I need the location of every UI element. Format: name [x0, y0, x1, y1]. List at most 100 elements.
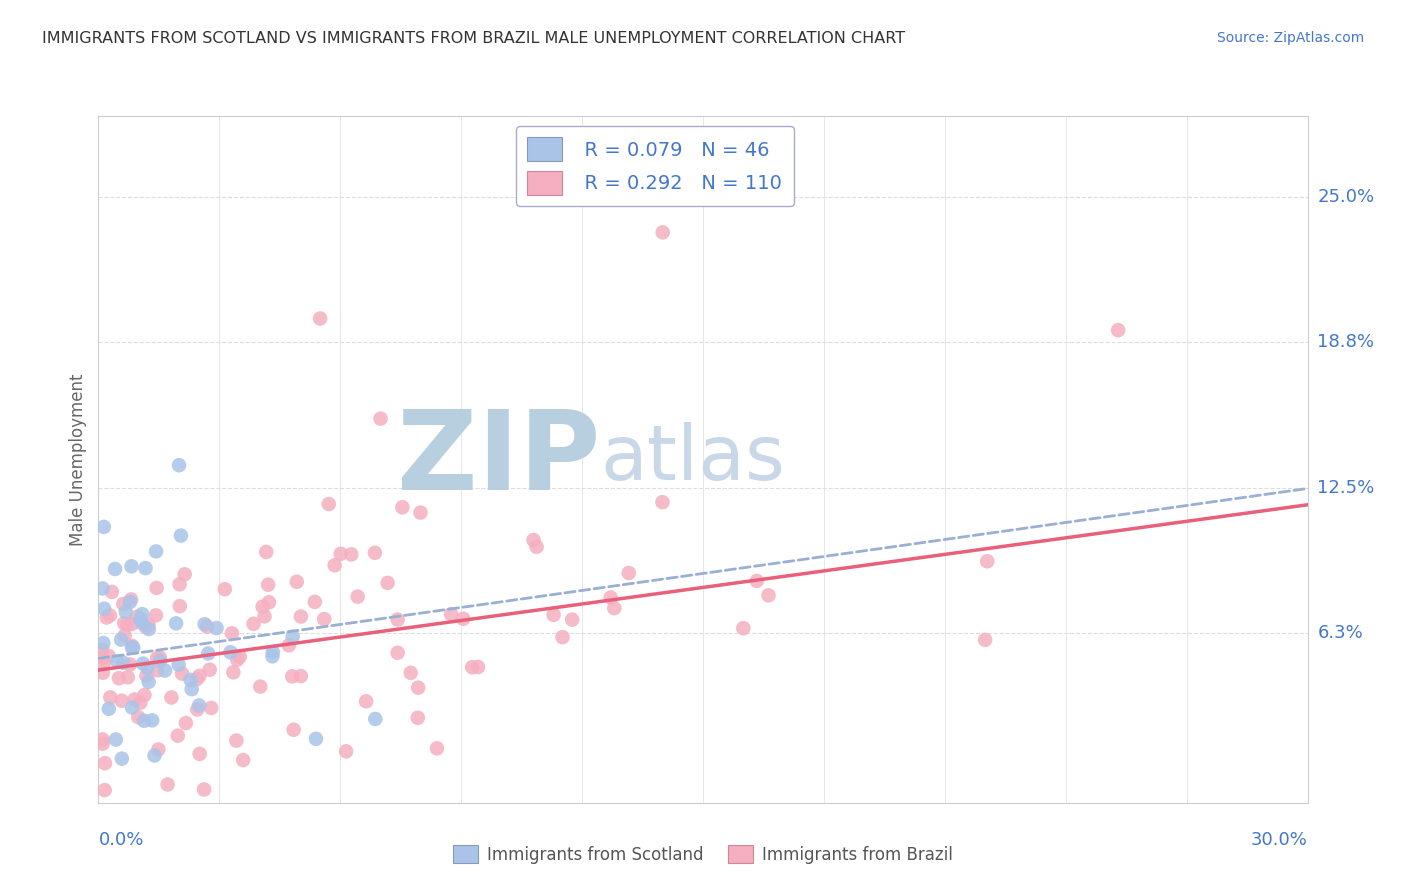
Point	[111, 751, 134, 765]
Point	[156, 777, 179, 791]
Point	[93, 520, 115, 534]
Point	[120, 657, 142, 672]
Point	[153, 664, 176, 678]
Point	[262, 645, 284, 659]
Point	[354, 694, 377, 708]
Point	[318, 497, 340, 511]
Point	[148, 742, 170, 756]
Text: atlas: atlas	[600, 423, 785, 496]
Point	[146, 663, 169, 677]
Point	[97, 649, 120, 664]
Point	[131, 616, 153, 631]
Point	[98, 608, 121, 623]
Point	[257, 577, 280, 591]
Point	[91, 665, 114, 680]
Point	[543, 607, 565, 622]
Point	[121, 640, 143, 655]
Point	[91, 737, 114, 751]
Point	[129, 613, 152, 627]
Point	[335, 744, 357, 758]
Point	[976, 554, 998, 568]
Point	[167, 657, 190, 672]
Point	[145, 581, 167, 595]
Point	[127, 710, 149, 724]
Point	[96, 610, 118, 624]
Point	[174, 716, 197, 731]
Point	[281, 669, 304, 683]
Point	[134, 714, 156, 728]
Point	[117, 670, 139, 684]
Point	[214, 582, 236, 597]
Point	[145, 608, 167, 623]
Point	[91, 651, 114, 665]
Point	[120, 592, 142, 607]
Point	[108, 671, 131, 685]
Text: 30.0%: 30.0%	[1251, 831, 1308, 849]
Point	[93, 656, 115, 670]
Text: 25.0%: 25.0%	[1317, 188, 1375, 206]
Point	[134, 688, 156, 702]
Point	[145, 544, 167, 558]
Point	[149, 654, 172, 668]
Point	[461, 660, 484, 674]
Point	[107, 655, 129, 669]
Point	[188, 669, 211, 683]
Point	[138, 622, 160, 636]
Point	[314, 612, 336, 626]
Point	[169, 577, 191, 591]
Point	[141, 714, 163, 728]
Point	[406, 711, 429, 725]
Point	[304, 595, 326, 609]
Point	[93, 636, 115, 650]
Point	[974, 632, 997, 647]
Point	[188, 698, 211, 713]
Point	[104, 732, 127, 747]
Point	[111, 694, 134, 708]
Point	[173, 567, 195, 582]
Point	[194, 617, 217, 632]
Point	[219, 645, 242, 659]
Point	[377, 575, 399, 590]
Point	[188, 747, 211, 761]
Point	[281, 630, 304, 644]
Point	[195, 619, 218, 633]
Legend:   R = 0.079   N = 46,   R = 0.292   N = 110: R = 0.079 N = 46, R = 0.292 N = 110	[516, 126, 793, 206]
Point	[112, 656, 135, 670]
Point	[242, 616, 264, 631]
Point	[121, 700, 143, 714]
Point	[112, 597, 135, 611]
Point	[254, 545, 277, 559]
Point	[101, 585, 124, 599]
Point	[249, 680, 271, 694]
Point	[346, 590, 368, 604]
Point	[146, 651, 169, 665]
Point	[135, 668, 157, 682]
Point	[229, 649, 252, 664]
Point	[262, 649, 284, 664]
Point	[226, 653, 249, 667]
Point	[93, 601, 115, 615]
Point	[364, 546, 387, 560]
Point	[198, 663, 221, 677]
Point	[253, 609, 276, 624]
Point	[733, 621, 755, 635]
Point	[121, 617, 143, 632]
Point	[170, 666, 193, 681]
Point	[323, 558, 346, 573]
Text: Source: ZipAtlas.com: Source: ZipAtlas.com	[1216, 31, 1364, 45]
Point	[364, 712, 387, 726]
Legend: Immigrants from Scotland, Immigrants from Brazil: Immigrants from Scotland, Immigrants fro…	[447, 838, 959, 871]
Point	[561, 613, 583, 627]
Point	[132, 657, 155, 671]
Text: IMMIGRANTS FROM SCOTLAND VS IMMIGRANTS FROM BRAZIL MALE UNEMPLOYMENT CORRELATION: IMMIGRANTS FROM SCOTLAND VS IMMIGRANTS F…	[42, 31, 905, 46]
Point	[617, 566, 640, 580]
Point	[131, 607, 153, 622]
Point	[129, 696, 152, 710]
Point	[186, 702, 208, 716]
Point	[138, 617, 160, 632]
Point	[426, 741, 449, 756]
Point	[110, 632, 132, 647]
Point	[651, 495, 673, 509]
Point	[277, 638, 299, 652]
Point	[180, 673, 202, 687]
